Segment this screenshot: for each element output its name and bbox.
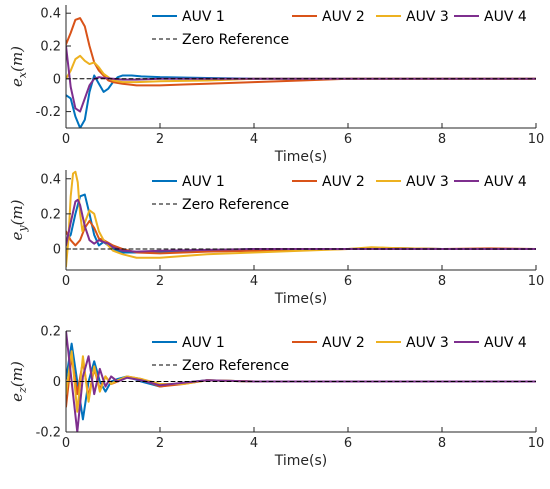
legend-item: AUV 4	[454, 335, 527, 351]
series-line-auv-4	[66, 198, 536, 253]
y-tick-label: 0.4	[40, 7, 61, 22]
y-tick-label: 0	[53, 375, 61, 390]
x-tick-label: 10	[528, 436, 545, 451]
y-tick-label: 0	[53, 72, 61, 87]
x-tick-label: 0	[62, 274, 70, 289]
series-line-auv-2	[66, 17, 536, 87]
x-tick-label: 4	[250, 436, 258, 451]
x-axis-label: Time(s)	[274, 149, 327, 165]
x-tick-label: 8	[438, 132, 446, 147]
x-tick-label: 6	[344, 436, 352, 451]
x-axis-label: Time(s)	[274, 291, 327, 307]
x-tick-label: 8	[438, 274, 446, 289]
legend-label: AUV 4	[484, 9, 527, 25]
legend-label: AUV 2	[322, 335, 365, 351]
legend-label: AUV 4	[484, 335, 527, 351]
legend-item: AUV 2	[292, 174, 365, 190]
legend-item: AUV 3	[376, 9, 449, 25]
x-tick-label: 2	[156, 132, 164, 147]
legend-item: AUV 3	[376, 174, 449, 190]
legend-item: AUV 1	[152, 174, 225, 190]
plot-area	[66, 5, 536, 128]
legend-item: AUV 2	[292, 9, 365, 25]
x-tick-label: 4	[250, 132, 258, 147]
legend-item: AUV 4	[454, 9, 527, 25]
legend-item: Zero Reference	[152, 197, 289, 213]
series-group	[66, 17, 536, 128]
legend-label: Zero Reference	[182, 32, 289, 48]
legend-label: AUV 1	[182, 335, 225, 351]
x-tick-label: 0	[62, 436, 70, 451]
legend-label: AUV 1	[182, 9, 225, 25]
x-tick-label: 6	[344, 132, 352, 147]
y-tick-label: -0.2	[36, 105, 61, 120]
legend: AUV 1 AUV 2 AUV 3 AUV 4 Zero Reference	[152, 174, 527, 213]
legend-label: Zero Reference	[182, 358, 289, 374]
y-tick-label: -0.2	[36, 426, 61, 441]
y-axis-label: ez(m)	[8, 361, 29, 402]
legend-label: AUV 2	[322, 9, 365, 25]
x-tick-label: 6	[344, 274, 352, 289]
legend-label: AUV 3	[406, 335, 449, 351]
legend: AUV 1 AUV 2 AUV 3 AUV 4 Zero Reference	[152, 335, 527, 374]
plot-area	[66, 170, 536, 270]
legend-item: AUV 1	[152, 335, 225, 351]
legend-label: AUV 2	[322, 174, 365, 190]
legend-label: AUV 4	[484, 174, 527, 190]
x-tick-label: 2	[156, 274, 164, 289]
x-tick-label: 10	[528, 274, 545, 289]
x-axis-label: Time(s)	[274, 453, 327, 469]
series-line-auv-4	[66, 331, 536, 432]
y-tick-label: 0.2	[40, 40, 61, 55]
y-tick-label: 0.4	[40, 172, 61, 187]
legend-label: Zero Reference	[182, 197, 289, 213]
y-axis-label: ey(m)	[8, 199, 29, 240]
legend-item: AUV 2	[292, 335, 365, 351]
x-tick-label: 0	[62, 132, 70, 147]
x-tick-label: 2	[156, 436, 164, 451]
legend-item: Zero Reference	[152, 358, 289, 374]
x-tick-label: 10	[528, 132, 545, 147]
x-tick-label: 8	[438, 436, 446, 451]
series-line-auv-3	[66, 54, 536, 84]
legend-item: AUV 4	[454, 174, 527, 190]
legend-item: AUV 3	[376, 335, 449, 351]
legend: AUV 1 AUV 2 AUV 3 AUV 4 Zero Reference	[152, 9, 527, 48]
series-group	[66, 170, 536, 268]
y-tick-label: 0.2	[40, 325, 61, 340]
series-line-auv-1	[66, 74, 536, 128]
x-tick-label: 4	[250, 274, 258, 289]
legend-label: AUV 1	[182, 174, 225, 190]
legend-item: Zero Reference	[152, 32, 289, 48]
legend-label: AUV 3	[406, 9, 449, 25]
legend-label: AUV 3	[406, 174, 449, 190]
y-tick-label: 0	[53, 242, 61, 257]
y-tick-label: 0.2	[40, 207, 61, 222]
legend-item: AUV 1	[152, 9, 225, 25]
y-axis-label: ex(m)	[8, 46, 29, 87]
series-group	[66, 331, 536, 432]
